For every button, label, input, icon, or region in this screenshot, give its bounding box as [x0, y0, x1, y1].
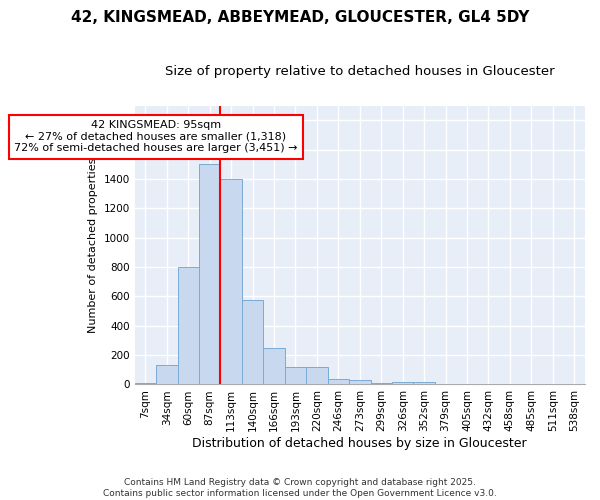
Bar [392, 382, 413, 384]
Bar [285, 367, 306, 384]
Bar [263, 348, 285, 385]
Bar [178, 267, 199, 384]
Bar [306, 367, 328, 384]
Bar [134, 383, 156, 384]
Bar [413, 382, 435, 384]
Bar [371, 383, 392, 384]
Bar [199, 164, 220, 384]
Y-axis label: Number of detached properties: Number of detached properties [88, 158, 98, 332]
Text: 42, KINGSMEAD, ABBEYMEAD, GLOUCESTER, GL4 5DY: 42, KINGSMEAD, ABBEYMEAD, GLOUCESTER, GL… [71, 10, 529, 25]
Bar [242, 300, 263, 384]
Title: Size of property relative to detached houses in Gloucester: Size of property relative to detached ho… [165, 65, 554, 78]
Bar [220, 179, 242, 384]
Bar [156, 366, 178, 384]
Text: 42 KINGSMEAD: 95sqm
← 27% of detached houses are smaller (1,318)
72% of semi-det: 42 KINGSMEAD: 95sqm ← 27% of detached ho… [14, 120, 298, 154]
Text: Contains HM Land Registry data © Crown copyright and database right 2025.
Contai: Contains HM Land Registry data © Crown c… [103, 478, 497, 498]
Bar [328, 380, 349, 384]
X-axis label: Distribution of detached houses by size in Gloucester: Distribution of detached houses by size … [193, 437, 527, 450]
Bar [349, 380, 371, 384]
